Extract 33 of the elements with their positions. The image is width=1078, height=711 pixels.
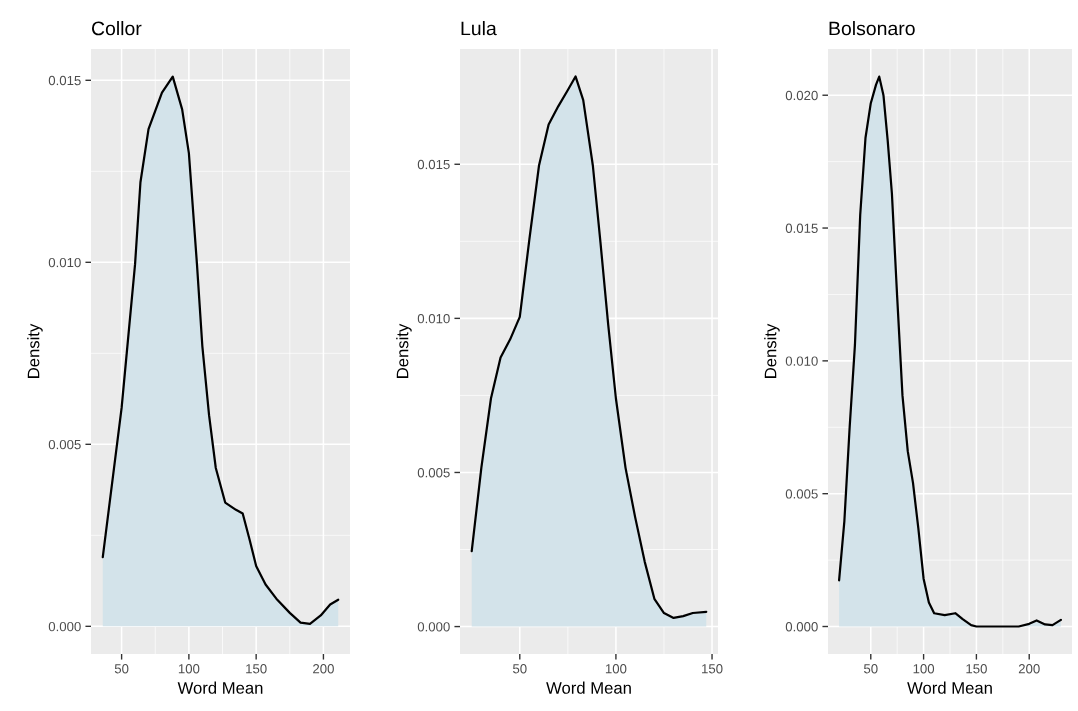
y-axis-title: Density: [27, 323, 43, 378]
x-tick-label: 150: [966, 664, 987, 674]
x-tick-label: 50: [114, 664, 129, 674]
y-tick-label: 0.015: [48, 75, 81, 86]
x-axis-title: Word Mean: [907, 681, 992, 694]
y-tick-label: 0.005: [785, 489, 818, 499]
y-tick-label: 0.010: [417, 313, 450, 324]
x-tick-label: 200: [1018, 664, 1040, 674]
chart-title: Collor: [91, 21, 142, 36]
y-tick-label: 0.000: [785, 622, 818, 632]
x-tick-label: 150: [702, 664, 723, 674]
y-tick-label: 0.005: [417, 468, 450, 478]
y-tick-label: 0.000: [417, 622, 450, 632]
x-axis-title: Word Mean: [546, 681, 631, 694]
x-axis-title: Word Mean: [177, 681, 263, 694]
y-axis-title: Density: [396, 323, 412, 378]
y-axis-title: Density: [764, 323, 780, 378]
y-tick-label: 0.020: [785, 90, 818, 101]
x-tick-label: 200: [313, 664, 334, 674]
y-tick-label: 0.005: [48, 439, 81, 450]
x-tick-label: 100: [913, 664, 935, 674]
y-tick-label: 0.015: [785, 223, 818, 233]
x-tick-label: 50: [512, 664, 527, 674]
x-tick-label: 50: [863, 664, 878, 674]
chart-title: Bolsonaro: [829, 21, 915, 36]
x-tick-label: 100: [178, 664, 200, 674]
x-tick-label: 100: [605, 664, 627, 674]
y-tick-label: 0.000: [48, 621, 81, 632]
x-tick-label: 150: [246, 664, 267, 674]
y-tick-label: 0.010: [785, 356, 818, 366]
chart-title: Lula: [461, 21, 497, 36]
y-tick-label: 0.010: [48, 257, 81, 268]
y-tick-label: 0.015: [417, 159, 450, 170]
